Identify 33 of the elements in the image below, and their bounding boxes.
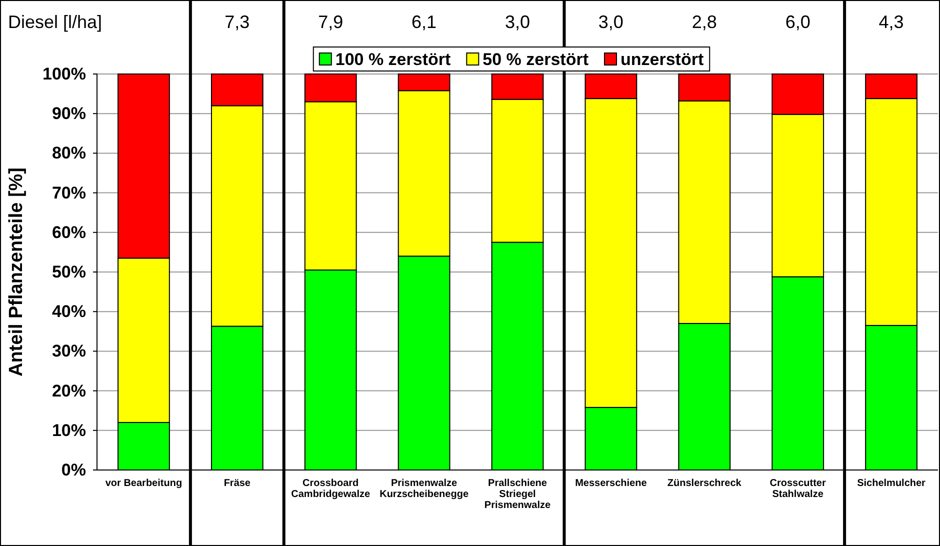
y-tick-label: 0%: [61, 460, 86, 480]
text: 6,0: [785, 12, 810, 32]
x-tick-label: Messerschiene: [575, 478, 648, 489]
text: 4,3: [878, 12, 904, 32]
legend-label: 100 % zerstört: [335, 50, 451, 69]
text: 7,3: [224, 12, 250, 32]
text: 2,8: [692, 12, 717, 32]
y-tick-label: 40%: [52, 302, 86, 322]
x-tick-label: Prismenwalze Kurzscheibenegge: [380, 478, 469, 500]
legend-label: 50 % zerstört: [482, 50, 589, 69]
y-tick-label: 70%: [52, 183, 86, 202]
text: 6,1: [412, 12, 437, 32]
x-tick-label: Sichelmulcher: [857, 478, 926, 489]
y-tick-label: 50%: [52, 262, 86, 282]
text: 3,0: [504, 12, 530, 32]
y-axis-title: Anteil Pflanzenteile [%]: [6, 167, 27, 377]
x-tick-label: vor Bearbeitung: [105, 478, 182, 489]
text: 7,9: [318, 12, 344, 32]
x-tick-label: Zünslerschreck: [667, 478, 742, 489]
text: 3,0: [598, 12, 624, 32]
y-tick-label: 30%: [52, 342, 86, 361]
x-tick-label: Prallschiene Striegel Prismenwalze: [484, 478, 552, 511]
y-tick-label: 100%: [42, 64, 86, 84]
y-tick-label: 20%: [52, 381, 86, 400]
legend-label: unzerstört: [620, 50, 704, 69]
text: Diesel [l/ha]: [8, 12, 102, 32]
x-tick-label: Crosscutter Stahlwalze: [770, 478, 826, 500]
x-tick-label: Crossboard Cambridgewalze: [291, 478, 370, 500]
x-tick-label: Fräse: [224, 478, 251, 489]
y-tick-label: 10%: [52, 420, 86, 440]
y-tick-label: 90%: [52, 104, 86, 124]
y-tick-label: 60%: [52, 222, 86, 242]
y-tick-label: 80%: [52, 144, 86, 163]
